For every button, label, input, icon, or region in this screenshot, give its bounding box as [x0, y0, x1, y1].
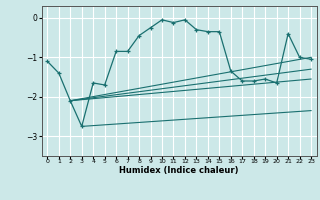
X-axis label: Humidex (Indice chaleur): Humidex (Indice chaleur) — [119, 166, 239, 175]
